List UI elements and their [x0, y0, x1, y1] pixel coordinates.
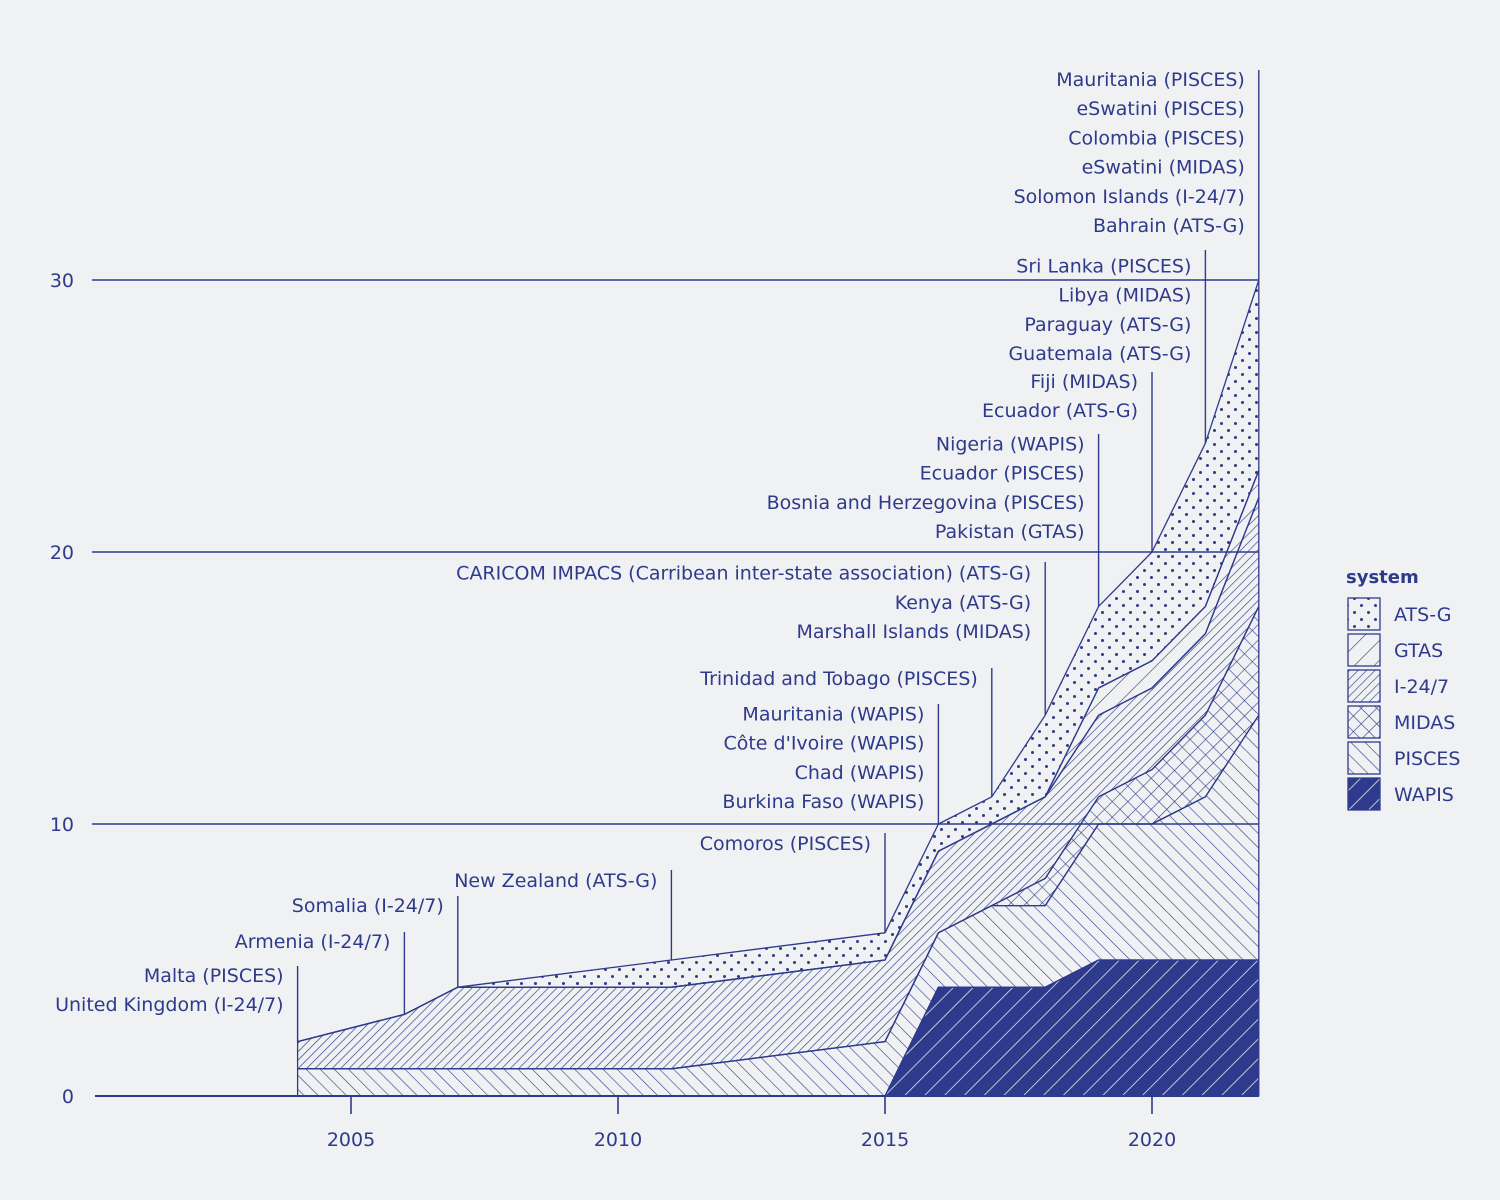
- x-tick-label: 2015: [861, 1129, 909, 1151]
- annotation-label: Burkina Faso (WAPIS): [722, 791, 924, 813]
- legend-swatch-i-24-7: [1347, 669, 1381, 703]
- annotation-label: Mauritania (PISCES): [1056, 69, 1245, 91]
- y-tick-label: 20: [50, 542, 74, 564]
- legend-swatch-ats-g: [1347, 597, 1381, 631]
- annotation-label: Kenya (ATS-G): [895, 592, 1031, 614]
- annotation-label: Bahrain (ATS-G): [1093, 215, 1245, 237]
- annotation-label: Nigeria (WAPIS): [936, 433, 1085, 455]
- annotation-label: Marshall Islands (MIDAS): [797, 621, 1032, 643]
- legend-label-pisces: PISCES: [1394, 748, 1460, 770]
- x-tick-label: 2005: [327, 1129, 375, 1151]
- annotation-label: Malta (PISCES): [144, 965, 284, 987]
- annotation-label: Bosnia and Herzegovina (PISCES): [767, 492, 1085, 514]
- legend-swatch-pisces: [1347, 741, 1381, 775]
- annotation-label: Colombia (PISCES): [1068, 127, 1245, 149]
- annotations: Malta (PISCES) United Kingdom (I-24/7) Arm…: [55, 69, 1260, 1042]
- legend-swatch-gtas: [1347, 633, 1381, 667]
- y-tick-label: 0: [62, 1086, 74, 1108]
- area-ats-g: [296, 279, 1260, 1043]
- legend-swatch-wapis: [1347, 777, 1381, 811]
- y-tick-label: 10: [50, 814, 74, 836]
- annotation-label: CARICOM IMPACS (Carribean inter-state as…: [456, 563, 1031, 585]
- annotation-label: Ecuador (ATS-G): [982, 400, 1138, 422]
- x-tick-label: 2010: [594, 1129, 642, 1151]
- annotation-label: Mauritania (WAPIS): [742, 703, 924, 725]
- legend-title: system: [1346, 567, 1419, 588]
- annotation-label: Sri Lanka (PISCES): [1016, 255, 1191, 277]
- annotation-label: New Zealand (ATS-G): [454, 870, 657, 892]
- legend-label-ats-g: ATS-G: [1394, 604, 1451, 626]
- legend: system ATS-G GTAS I-24/7 MIDAS PISCES WAPIS: [1346, 567, 1460, 811]
- y-tick-label: 30: [50, 270, 74, 292]
- annotation-label: United Kingdom (I-24/7): [55, 994, 284, 1016]
- legend-label-wapis: WAPIS: [1394, 784, 1454, 806]
- annotation-label: Fiji (MIDAS): [1030, 371, 1138, 393]
- legend-label-gtas: GTAS: [1394, 640, 1443, 662]
- annotation-label: Pakistan (GTAS): [935, 521, 1085, 543]
- annotation-label: eSwatini (MIDAS): [1082, 157, 1245, 179]
- annotation-label: Libya (MIDAS): [1058, 285, 1191, 307]
- x-axis: 0 10 20 30 2005 2010 2015 2020: [50, 270, 1259, 1151]
- annotation-label: Armenia (I-24/7): [235, 931, 391, 953]
- x-tick-label: 2020: [1128, 1129, 1176, 1151]
- annotation-label: Comoros (PISCES): [700, 833, 871, 855]
- annotation-label: Côte d'Ivoire (WAPIS): [723, 733, 924, 755]
- annotation-label: Trinidad and Tobago (PISCES): [699, 668, 978, 690]
- annotation-label: Chad (WAPIS): [795, 762, 925, 784]
- annotation-label: Somalia (I-24/7): [292, 895, 444, 917]
- legend-swatch-midas: [1347, 705, 1381, 739]
- annotation-label: Guatemala (ATS-G): [1008, 343, 1191, 365]
- legend-label-i-24-7: I-24/7: [1394, 676, 1449, 698]
- legend-label-midas: MIDAS: [1394, 712, 1455, 734]
- annotation-label: Solomon Islands (I-24/7): [1014, 186, 1245, 208]
- annotation-label: eSwatini (PISCES): [1076, 98, 1244, 120]
- annotation-label: Paraguay (ATS-G): [1024, 314, 1191, 336]
- annotation-label: Ecuador (PISCES): [920, 463, 1085, 485]
